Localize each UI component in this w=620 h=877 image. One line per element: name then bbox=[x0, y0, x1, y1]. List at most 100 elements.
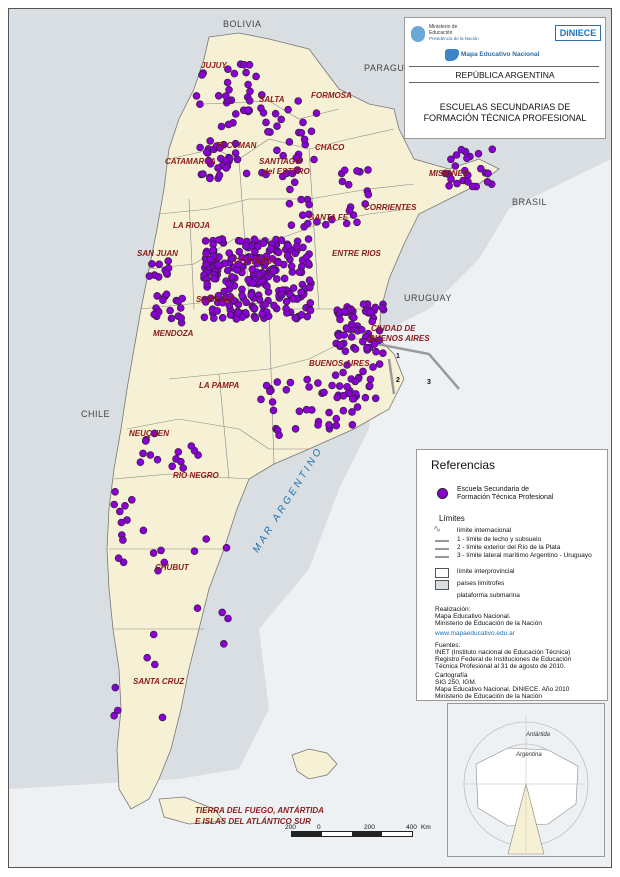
school-dot[interactable] bbox=[119, 558, 128, 567]
school-dot[interactable] bbox=[162, 290, 171, 299]
school-dot[interactable] bbox=[232, 110, 240, 118]
school-dot[interactable] bbox=[202, 298, 210, 306]
school-dot[interactable] bbox=[350, 313, 358, 322]
school-dot[interactable] bbox=[111, 487, 119, 496]
school-dot[interactable] bbox=[202, 249, 210, 258]
school-dot[interactable] bbox=[210, 274, 218, 283]
school-dot[interactable] bbox=[226, 311, 235, 319]
school-dot[interactable] bbox=[325, 408, 333, 417]
school-dot[interactable] bbox=[198, 71, 206, 79]
school-dot[interactable] bbox=[342, 324, 351, 332]
school-dot[interactable] bbox=[348, 408, 356, 416]
school-dot[interactable] bbox=[226, 292, 235, 301]
school-dot[interactable] bbox=[234, 300, 243, 309]
school-dot[interactable] bbox=[257, 254, 265, 262]
school-dot[interactable] bbox=[457, 145, 466, 154]
school-dot[interactable] bbox=[202, 535, 210, 543]
school-dot[interactable] bbox=[196, 100, 204, 108]
school-dot[interactable] bbox=[305, 283, 314, 292]
school-dot[interactable] bbox=[332, 421, 341, 430]
school-dot[interactable] bbox=[250, 235, 259, 244]
school-dot[interactable] bbox=[314, 379, 322, 387]
school-dot[interactable] bbox=[136, 458, 145, 467]
school-dot[interactable] bbox=[273, 122, 281, 130]
school-dot[interactable] bbox=[139, 449, 147, 458]
school-dot[interactable] bbox=[154, 273, 163, 281]
school-dot[interactable] bbox=[141, 437, 150, 445]
school-dot[interactable] bbox=[351, 377, 360, 386]
school-dot[interactable] bbox=[277, 236, 286, 244]
school-dot[interactable] bbox=[255, 295, 264, 304]
school-dot[interactable] bbox=[218, 298, 227, 307]
school-dot[interactable] bbox=[268, 398, 277, 406]
school-dot[interactable] bbox=[242, 242, 250, 250]
school-dot[interactable] bbox=[240, 60, 248, 69]
school-dot[interactable] bbox=[225, 249, 233, 257]
school-dot[interactable] bbox=[214, 261, 223, 269]
school-dot[interactable] bbox=[285, 138, 294, 146]
school-dot[interactable] bbox=[266, 387, 274, 396]
school-dot[interactable] bbox=[114, 554, 123, 563]
school-dot[interactable] bbox=[196, 143, 204, 152]
school-dot[interactable] bbox=[328, 381, 336, 390]
school-dot[interactable] bbox=[206, 137, 214, 145]
school-dot[interactable] bbox=[348, 394, 357, 403]
school-dot[interactable] bbox=[289, 284, 298, 292]
school-dot[interactable] bbox=[342, 219, 351, 228]
school-dot[interactable] bbox=[209, 246, 217, 255]
school-dot[interactable] bbox=[214, 92, 223, 100]
school-dot[interactable] bbox=[295, 407, 304, 416]
school-dot[interactable] bbox=[272, 275, 281, 283]
school-dot[interactable] bbox=[153, 292, 161, 300]
school-dot[interactable] bbox=[357, 325, 366, 334]
school-dot[interactable] bbox=[304, 259, 313, 268]
school-dot[interactable] bbox=[286, 378, 295, 387]
school-dot[interactable] bbox=[353, 218, 361, 227]
school-dot[interactable] bbox=[155, 260, 163, 269]
school-dot[interactable] bbox=[304, 235, 313, 243]
school-dot[interactable] bbox=[259, 109, 268, 117]
school-dot[interactable] bbox=[364, 190, 373, 199]
school-dot[interactable] bbox=[252, 72, 260, 81]
school-dot[interactable] bbox=[223, 78, 232, 87]
school-dot[interactable] bbox=[348, 420, 357, 429]
school-dot[interactable] bbox=[287, 221, 296, 229]
school-dot[interactable] bbox=[282, 385, 291, 394]
school-dot[interactable] bbox=[193, 604, 202, 613]
school-dot[interactable] bbox=[302, 405, 311, 414]
school-dot[interactable] bbox=[234, 260, 243, 268]
website-link[interactable]: www.mapaeducativo.edu.ar bbox=[435, 630, 515, 637]
school-dot[interactable] bbox=[225, 86, 233, 94]
school-dot[interactable] bbox=[218, 608, 226, 617]
school-dot[interactable] bbox=[366, 375, 375, 384]
school-dot[interactable] bbox=[222, 92, 230, 100]
school-dot[interactable] bbox=[287, 262, 296, 271]
school-dot[interactable] bbox=[297, 310, 306, 319]
school-dot[interactable] bbox=[164, 257, 172, 265]
school-dot[interactable] bbox=[347, 320, 356, 329]
school-dot[interactable] bbox=[218, 313, 227, 322]
school-dot[interactable] bbox=[139, 526, 148, 535]
school-dot[interactable] bbox=[290, 178, 299, 187]
school-dot[interactable] bbox=[303, 219, 312, 228]
school-dot[interactable] bbox=[307, 127, 316, 136]
school-dot[interactable] bbox=[248, 265, 257, 274]
school-dot[interactable] bbox=[303, 375, 312, 384]
school-dot[interactable] bbox=[251, 314, 260, 323]
school-dot[interactable] bbox=[210, 314, 218, 323]
school-dot[interactable] bbox=[310, 155, 318, 164]
school-dot[interactable] bbox=[297, 288, 305, 297]
school-dot[interactable] bbox=[154, 566, 162, 575]
school-dot[interactable] bbox=[228, 273, 236, 281]
school-dot[interactable] bbox=[245, 97, 254, 105]
school-dot[interactable] bbox=[224, 65, 232, 74]
school-dot[interactable] bbox=[177, 314, 185, 322]
school-dot[interactable] bbox=[312, 109, 321, 117]
school-dot[interactable] bbox=[206, 174, 214, 183]
school-dot[interactable] bbox=[255, 270, 263, 279]
school-dot[interactable] bbox=[121, 501, 129, 510]
school-dot[interactable] bbox=[235, 247, 244, 256]
school-dot[interactable] bbox=[119, 536, 127, 544]
school-dot[interactable] bbox=[236, 237, 245, 245]
school-dot[interactable] bbox=[468, 182, 477, 191]
